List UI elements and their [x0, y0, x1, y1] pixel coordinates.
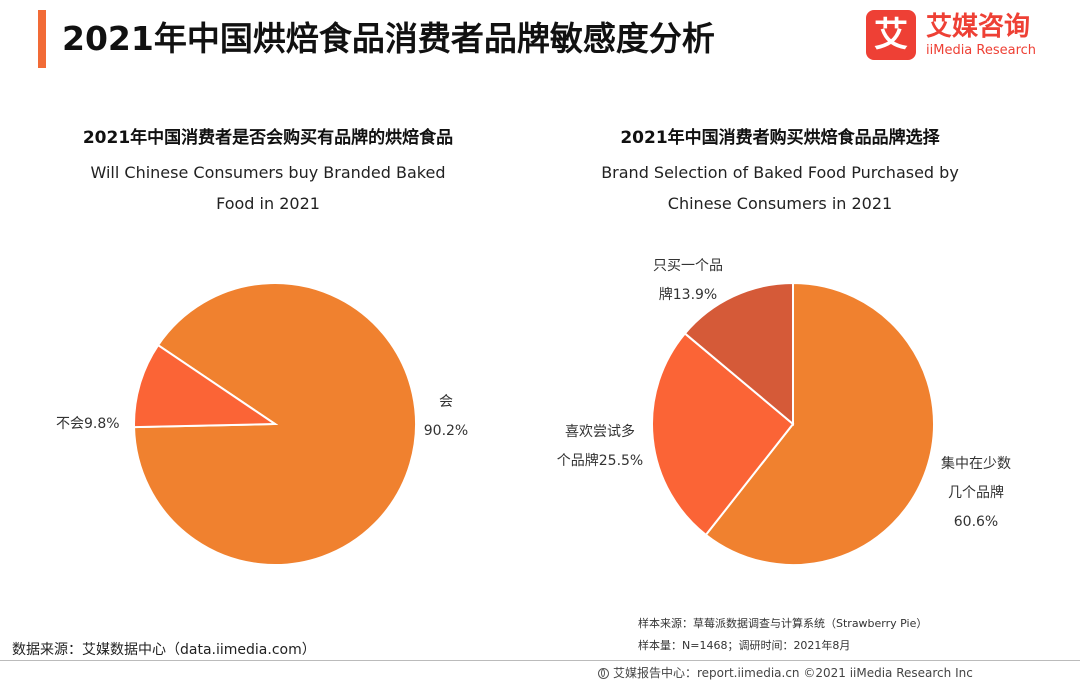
- pie-slice-chart1-2: [133, 343, 279, 429]
- title-accent-bar: [38, 10, 46, 68]
- pie-label-chart1-2: 不会9.8%: [56, 416, 120, 432]
- pie-label-chart2-1: 60.6%: [954, 514, 998, 530]
- pie-slice-chart1-1: [133, 282, 417, 566]
- pie-label-chart1-1: 会: [439, 394, 453, 410]
- right-chart-subtitle: Brand Selection of Baked Food Purchased …: [560, 157, 1000, 219]
- right-chart-subtitle-line: Brand Selection of Baked Food Purchased …: [601, 163, 959, 182]
- left-chart-subtitle-line: Will Chinese Consumers buy Branded Baked: [90, 163, 446, 182]
- pie-slice-chart2-3: [683, 281, 794, 427]
- pie-label-chart2-2: 个品牌25.5%: [557, 452, 643, 469]
- brand-logo: 艾 艾媒咨询 iiMedia Research: [866, 10, 1066, 66]
- right-chart-subtitle-line: Chinese Consumers in 2021: [667, 194, 893, 213]
- pie-label-chart2-3: 只买一个品: [653, 258, 723, 274]
- pie-label-chart2-2: 喜欢尝试多: [565, 423, 635, 440]
- logo-icon: 艾: [866, 10, 916, 60]
- left-chart-title: 2021年中国消费者是否会购买有品牌的烘焙食品: [82, 128, 454, 148]
- pie-slice-chart2-1: [704, 281, 935, 566]
- pie-slice-chart2-2: [651, 332, 795, 537]
- page-title: 2021年中国烘焙食品消费者品牌敏感度分析: [62, 19, 715, 58]
- logo-name-en: iiMedia Research: [926, 43, 1037, 58]
- globe-icon: [598, 668, 609, 679]
- pie-label-chart1-1: 90.2%: [424, 423, 468, 439]
- footer-report-text: 艾媒报告中心：report.iimedia.cn ©2021 iiMedia R…: [613, 666, 973, 680]
- sample-source: 样本来源：草莓派数据调查与计算系统（Strawberry Pie）: [638, 617, 928, 630]
- pie-label-chart2-1: 几个品牌: [948, 484, 1004, 501]
- pie-label-chart2-3: 牌13.9%: [659, 286, 717, 303]
- left-chart-subtitle-line: Food in 2021: [216, 194, 320, 213]
- data-source: 数据来源：艾媒数据中心（data.iimedia.com）: [12, 642, 316, 658]
- sample-size: 样本量：N=1468；调研时间：2021年8月: [638, 639, 851, 652]
- pie-label-chart2-1: 集中在少数: [941, 455, 1011, 472]
- logo-name-cn: 艾媒咨询: [926, 12, 1031, 42]
- left-chart-header: 2021年中国消费者是否会购买有品牌的烘焙食品 Will Chinese Con…: [38, 125, 498, 219]
- right-chart-header: 2021年中国消费者购买烘焙食品品牌选择 Brand Selection of …: [560, 125, 1000, 219]
- left-chart-subtitle: Will Chinese Consumers buy Branded Baked…: [38, 157, 498, 219]
- footer-divider: [0, 660, 1080, 661]
- right-chart-title: 2021年中国消费者购买烘焙食品品牌选择: [620, 128, 940, 148]
- footer-report-center: 艾媒报告中心：report.iimedia.cn ©2021 iiMedia R…: [598, 664, 973, 681]
